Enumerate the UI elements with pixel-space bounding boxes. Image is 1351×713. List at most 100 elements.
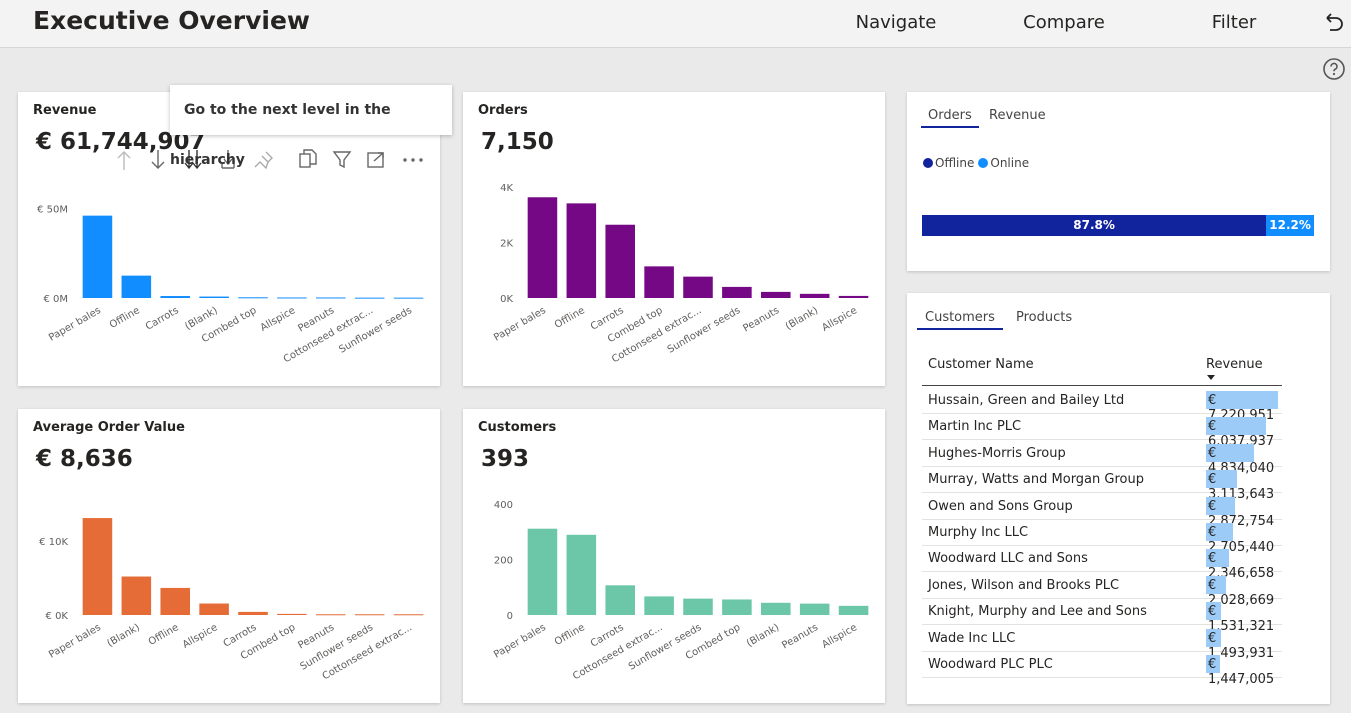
data-label: 12.2% xyxy=(1269,218,1311,232)
table-row: Martin Inc PLC € 6,037,937 xyxy=(922,413,1282,449)
bar xyxy=(838,605,869,615)
x-tick-label: Allspice xyxy=(820,305,859,334)
kpi-value: € 8,636 xyxy=(36,446,133,472)
table-card: Customers Products Customer Name Revenue… xyxy=(907,293,1330,704)
column-header[interactable]: Revenue xyxy=(1206,357,1263,372)
kpi-value: 7,150 xyxy=(481,129,554,155)
bar xyxy=(722,286,752,298)
help-icon[interactable] xyxy=(1322,57,1346,81)
column-header[interactable]: Customer Name xyxy=(928,357,1034,372)
tab[interactable]: Products xyxy=(1016,310,1073,325)
bar xyxy=(160,296,190,298)
chart-card: Revenue € 61,744,907 € 0M € 50M Paper bales O… xyxy=(18,92,440,386)
table-row: Murphy Inc LLC € 2,705,440 xyxy=(922,519,1282,555)
y-tick-label: € 0K xyxy=(46,611,69,622)
cell-value: € 2,028,669 xyxy=(1208,577,1275,608)
x-tick-label: Offline xyxy=(553,622,587,648)
x-tick-label: Allspice xyxy=(181,622,220,651)
legend-label: Offline xyxy=(935,156,975,170)
bar xyxy=(566,534,597,615)
cell-name: Woodward LLC and Sons xyxy=(928,551,1088,567)
kpi-value: 393 xyxy=(481,446,530,472)
cell-value: € 1,493,931 xyxy=(1208,630,1275,661)
x-tick-label: Offline xyxy=(553,305,587,331)
bar xyxy=(799,293,830,298)
bar xyxy=(354,614,385,616)
table-row: Murray, Watts and Morgan Group € 3,113,64… xyxy=(922,466,1282,502)
x-tick-label: Peanuts xyxy=(780,622,820,651)
legend-item: Offline xyxy=(923,156,974,170)
x-tick-label: Carrots xyxy=(144,305,181,333)
table-row: Jones, Wilson and Brooks PLC € 2,028,669 xyxy=(922,572,1282,608)
chart-title: Revenue xyxy=(33,103,97,118)
tab[interactable]: Revenue xyxy=(989,108,1046,123)
x-tick-label: (Blank) xyxy=(745,622,782,649)
cell-name: Owen and Sons Group xyxy=(928,498,1073,514)
cell-name: Hussain, Green and Bailey Ltd xyxy=(928,393,1125,408)
data-bar xyxy=(1206,602,1222,621)
y-tick-label: 0K xyxy=(500,294,513,305)
x-tick-label: Peanuts xyxy=(741,305,781,334)
cell-name: Wade Inc LLC xyxy=(928,630,1016,646)
tab[interactable]: Customers xyxy=(917,310,1003,330)
bar xyxy=(316,614,346,616)
bar xyxy=(605,585,635,615)
bar xyxy=(644,266,674,298)
x-tick-label: Paper bales xyxy=(47,622,103,661)
table-row: Woodward LLC and Sons € 2,346,658 xyxy=(922,545,1282,581)
data-bar xyxy=(1206,391,1278,409)
bar xyxy=(82,518,113,615)
header-line xyxy=(922,385,1282,386)
bar xyxy=(605,224,635,298)
bar xyxy=(199,603,229,615)
table-row: Wade Inc LLC € 1,493,931 xyxy=(922,625,1282,661)
table-row: Knight, Murphy and Lee and Sons € 1,531,3… xyxy=(922,598,1282,634)
bar xyxy=(799,603,830,615)
legend-item: Online xyxy=(978,156,1029,170)
bar xyxy=(527,197,558,298)
x-tick-label: Paper bales xyxy=(47,305,103,344)
cell-name: Murray, Watts and Morgan Group xyxy=(928,472,1144,488)
y-tick-label: € 10K xyxy=(39,537,68,548)
nav-button[interactable]: Compare xyxy=(1023,12,1105,33)
legend-label: Online xyxy=(990,156,1030,170)
y-tick-label: € 0M xyxy=(43,294,68,305)
bar xyxy=(644,596,674,615)
cell-value: € 1,531,321 xyxy=(1208,604,1275,635)
x-tick-label: Offline xyxy=(108,305,142,331)
chart-title: Average Order Value xyxy=(33,420,185,435)
x-tick-label: Paper bales xyxy=(492,305,548,344)
bar xyxy=(238,297,268,299)
cell-name: Jones, Wilson and Brooks PLC xyxy=(928,577,1120,593)
y-tick-label: 0 xyxy=(507,611,513,622)
bar xyxy=(199,296,229,298)
data-bar xyxy=(1206,496,1235,515)
nav-button[interactable]: Navigate xyxy=(855,12,937,33)
legend-dot xyxy=(978,158,989,168)
nav-button[interactable]: Filter xyxy=(1211,12,1257,33)
data-bar xyxy=(1206,443,1255,462)
toolbar-icons[interactable] xyxy=(110,146,430,174)
bar xyxy=(277,613,307,615)
bar xyxy=(160,587,190,615)
bar xyxy=(683,276,713,298)
cell-name: Murphy Inc LLC xyxy=(928,525,1029,540)
bar xyxy=(121,576,152,615)
bar xyxy=(82,215,113,298)
data-bar xyxy=(1206,628,1221,647)
x-tick-label: Paper bales xyxy=(492,622,548,661)
stacked-bar: 87.8% 12.2% xyxy=(922,215,1314,236)
sort-arrow xyxy=(1207,375,1215,380)
bar xyxy=(393,297,424,299)
chart: € 0K € 10K Paper bales (Blank) Offline Allspi… xyxy=(39,518,424,682)
undo-icon[interactable] xyxy=(1322,10,1346,34)
split-card: Orders Revenue Offline Online 87.8% 12.2% xyxy=(907,92,1330,271)
data-label: 87.8% xyxy=(1073,218,1115,232)
header: Executive Overview Navigate Compare Filt… xyxy=(0,0,1351,48)
tab[interactable]: Orders xyxy=(921,108,979,128)
chart-card: Customers 393 0 200 400 Paper bales Offline Car… xyxy=(463,409,885,703)
bar xyxy=(277,297,307,299)
data-bar xyxy=(1206,655,1221,673)
